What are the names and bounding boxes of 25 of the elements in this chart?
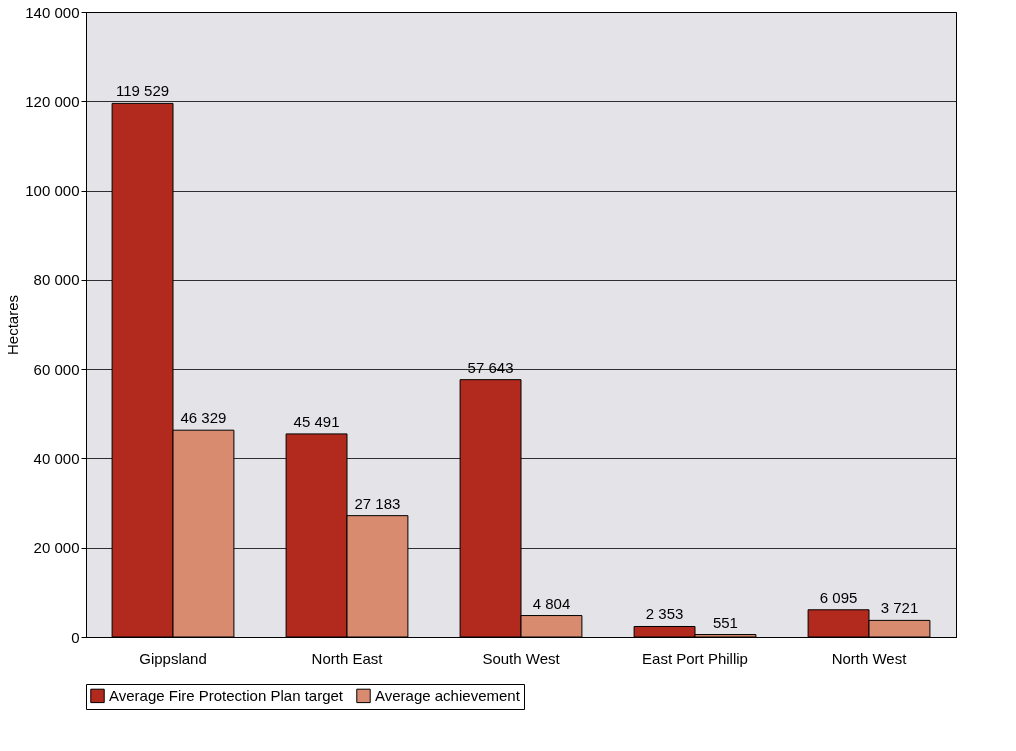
y-tick-label: 120 000 [25,92,80,110]
data-label: 2 353 [645,605,684,623]
y-tick-label: 0 [71,628,80,646]
data-label: 3 721 [880,599,919,617]
x-tick-label: North West [831,649,908,667]
y-tick-label: 60 000 [33,360,80,378]
data-label: 4 804 [532,594,571,612]
x-tick-label: North East [311,649,384,667]
data-label: 6 095 [819,588,858,606]
data-label: 119 529 [116,82,170,100]
data-label: 551 [712,613,738,631]
legend-label: Average Fire Protection Plan target [109,686,344,704]
y-tick-label: 80 000 [33,271,80,289]
legend-label: Average achievement [375,686,521,704]
x-tick-label: South West [482,649,561,667]
y-tick-label: 20 000 [33,539,80,557]
y-tick-label: 40 000 [33,449,80,467]
y-tick-label: 100 000 [25,182,80,200]
x-tick-label: East Port Phillip [642,649,748,667]
y-tick-label: 140 000 [25,3,80,21]
data-label: 45 491 [293,412,340,430]
data-label: 46 329 [180,409,227,427]
y-axis-title: Hectares [4,294,22,356]
data-label: 27 183 [354,494,401,512]
x-tick-label: Gippsland [139,649,207,667]
